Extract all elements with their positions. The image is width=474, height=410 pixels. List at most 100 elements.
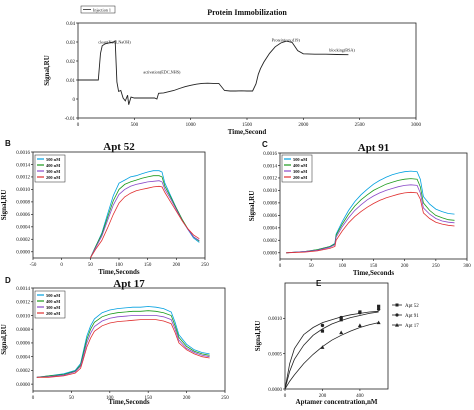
x-tick-label: 150 (144, 396, 152, 401)
x-tick-label: 0 (284, 394, 287, 399)
y-tick-label: 0.0000 (16, 251, 30, 256)
y-tick-label: 0.0002 (16, 369, 30, 374)
y-tick-label: 0.0005 (268, 352, 282, 357)
x-tick-label: 1500 (242, 123, 253, 128)
y-tick-label: 0.0014 (16, 163, 30, 168)
series-200-nm (36, 319, 210, 378)
y-axis-label: Signal,RU (0, 190, 8, 221)
y-axis-label: Signal,RU (43, 55, 51, 86)
x-axis-label: Aptamer concentration,nM (296, 398, 378, 406)
legend: Apt 52 Apt 91 Apt 17 (392, 303, 419, 329)
x-tick-label: 2500 (355, 123, 366, 128)
legend-label: 300 nM (46, 305, 61, 310)
x-tick-label: 200 (401, 264, 409, 269)
y-tick-label: 0.0010 (263, 189, 277, 194)
x-tick-label: 200 (173, 263, 181, 268)
fit-line (284, 310, 379, 390)
y-tick-label: 0.0004 (16, 355, 30, 360)
series-line (286, 191, 455, 254)
plot-frame (284, 282, 389, 390)
x-tick-label: 100 (115, 263, 123, 268)
data-point (339, 330, 344, 335)
series-line (89, 185, 200, 259)
x-tick-label: 100 (339, 264, 347, 269)
series-line (89, 170, 200, 259)
y-tick-label: 0 (73, 98, 76, 103)
data-point (320, 345, 325, 349)
legend-label: Apt 52 (405, 304, 419, 309)
legend: Injection 1 (80, 5, 116, 14)
data-point (320, 323, 325, 328)
y-tick-label: 0.0012 (16, 176, 30, 181)
series-line (36, 310, 210, 378)
series-line (286, 184, 455, 254)
y-tick-label: 0.0016 (263, 152, 277, 157)
x-tick-label: -50 (30, 263, 37, 268)
series-line (78, 40, 349, 105)
y-tick-label: 0.0014 (263, 164, 277, 169)
series-200-nm (89, 185, 200, 259)
series-300-nm (286, 184, 455, 254)
x-tick-label: 250 (201, 263, 209, 268)
legend-label: 500 nM (293, 157, 308, 162)
legend-label: 200 nM (293, 175, 308, 180)
legend-label: 400 nM (293, 163, 308, 168)
x-tick-label: 250 (221, 396, 229, 401)
legend-label: 500 nM (46, 157, 61, 162)
y-tick-label: 0.0006 (16, 342, 30, 347)
x-tick-label: 100 (106, 396, 114, 401)
data-point (339, 318, 343, 322)
y-tick-label: -0.01 (65, 117, 76, 122)
y-tick-label: 0.0010 (268, 317, 282, 322)
series-injection-1 (78, 40, 349, 105)
annotation: Protein(cov,d19) (272, 38, 301, 44)
legend-label: 300 nM (46, 169, 61, 174)
panel-letter: B (5, 139, 11, 148)
legend-label: 400 nM (46, 163, 61, 168)
data-point (376, 320, 381, 325)
fit-line (284, 311, 379, 390)
y-tick-label: 0.0008 (16, 328, 30, 333)
plot-frame (32, 287, 226, 392)
panel-letter: E (316, 279, 322, 288)
series-line (286, 170, 455, 254)
legend-label: Apt 91 (405, 314, 419, 319)
y-tick-label: 0.0012 (16, 301, 30, 306)
panel-letter: C (262, 140, 268, 149)
legend-marker (395, 313, 399, 317)
y-tick-label: 0.0010 (16, 188, 30, 193)
x-tick-label: 1000 (186, 123, 197, 128)
y-tick-label: 0.0006 (263, 214, 277, 219)
x-tick-label: 50 (88, 263, 94, 268)
panel-title: Apt 17 (113, 278, 145, 290)
legend-label: 300 nM (293, 169, 308, 174)
legend-label: Apt 17 (405, 324, 419, 329)
x-tick-label: 0 (279, 264, 282, 269)
y-axis-label: Signal,RU (254, 321, 262, 352)
series-apt-91 (284, 307, 381, 390)
fit-line (284, 322, 379, 390)
y-axis-label: Signal,RU (248, 191, 256, 222)
panel-title: Apt 91 (358, 142, 389, 154)
legend-label: 200 nM (46, 175, 61, 180)
x-tick-label: 50 (309, 264, 315, 269)
panel-title: Apt 52 (103, 141, 135, 153)
x-tick-label: 200 (319, 394, 327, 399)
x-tick-label: 200 (183, 396, 191, 401)
series-line (36, 319, 210, 378)
series-line (286, 178, 455, 254)
series-500-nm (286, 170, 455, 254)
legend-label: 500 nM (46, 293, 61, 298)
x-tick-label: 0 (32, 396, 35, 401)
y-tick-label: 0.0000 (263, 252, 277, 257)
annotation: blocking(BSA) (329, 48, 355, 53)
x-tick-label: 150 (144, 263, 152, 268)
data-point (358, 310, 362, 315)
series-apt-52 (284, 304, 381, 390)
y-tick-label: 0.0006 (16, 213, 30, 218)
series-apt-17 (284, 320, 381, 390)
x-tick-label: 300 (463, 264, 471, 269)
legend-marker (395, 323, 399, 327)
